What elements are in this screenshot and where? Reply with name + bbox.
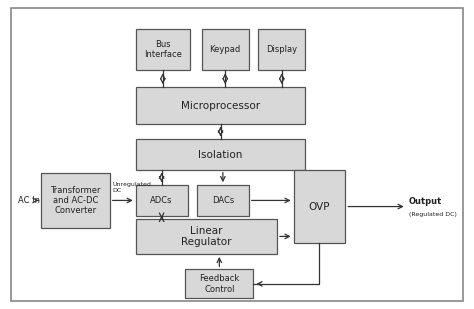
Bar bbox=[197, 185, 249, 216]
Bar bbox=[136, 219, 277, 254]
Text: OVP: OVP bbox=[309, 201, 330, 212]
Text: Linear
Regulator: Linear Regulator bbox=[181, 226, 232, 247]
Bar bbox=[258, 29, 305, 70]
Text: ADCs: ADCs bbox=[150, 196, 173, 205]
Bar bbox=[41, 173, 110, 228]
Text: DACs: DACs bbox=[212, 196, 234, 205]
Bar bbox=[136, 29, 190, 70]
Text: Isolation: Isolation bbox=[198, 150, 243, 159]
Text: Microprocessor: Microprocessor bbox=[181, 100, 260, 111]
Text: (Regulated DC): (Regulated DC) bbox=[409, 212, 457, 217]
Text: Output: Output bbox=[409, 197, 442, 206]
Text: Display: Display bbox=[266, 45, 297, 54]
Text: Feedback
Control: Feedback Control bbox=[199, 274, 239, 294]
Bar bbox=[136, 139, 305, 170]
Text: Unregulated
DC: Unregulated DC bbox=[112, 182, 151, 193]
Text: AC In: AC In bbox=[18, 196, 40, 205]
Bar bbox=[136, 87, 305, 124]
Text: Transformer
and AC-DC
Converter: Transformer and AC-DC Converter bbox=[50, 185, 101, 215]
Bar bbox=[293, 170, 346, 243]
Bar bbox=[201, 29, 249, 70]
Text: Keypad: Keypad bbox=[210, 45, 241, 54]
Bar bbox=[136, 185, 188, 216]
Bar bbox=[185, 269, 254, 298]
Text: Bus
Interface: Bus Interface bbox=[144, 40, 182, 59]
